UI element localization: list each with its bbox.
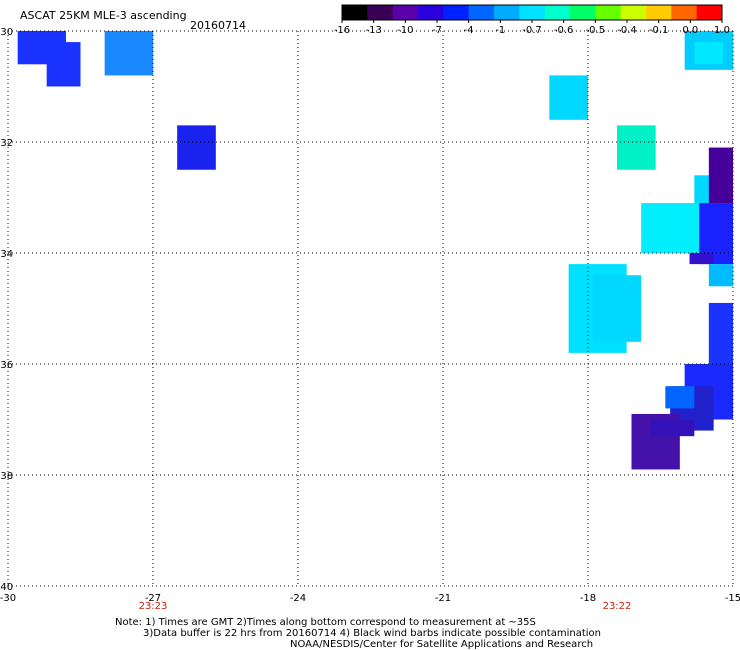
color-scale-label: -0.7 — [522, 25, 542, 36]
color-scale-swatch — [494, 5, 520, 20]
color-scale-label: -7 — [432, 25, 442, 36]
latitude-tick-label: -40 — [0, 582, 13, 593]
wind-cell — [177, 125, 216, 170]
color-scale-swatch — [570, 5, 596, 20]
wind-cell — [650, 419, 695, 437]
color-scale-swatch — [696, 5, 723, 20]
color-scale-label: -0.5 — [586, 25, 606, 36]
color-scale-bar: -16 -13 -10 -7 -4 -1 -0.7 -0.6 -0.5 -0.4 -0.1 0.0 1.… — [334, 4, 730, 36]
wind-cell — [708, 147, 733, 204]
longitude-tick-label: -18 — [580, 593, 596, 604]
wind-cell — [104, 31, 153, 76]
wind-cell — [592, 275, 642, 342]
pass-time-label: 23:22 — [603, 601, 632, 612]
color-scale-swatch — [595, 5, 622, 20]
wind-cell — [549, 75, 588, 120]
longitude-tick-label: -30 — [0, 593, 16, 604]
color-scale-swatch — [671, 5, 698, 20]
latitude-labels: -30 -32 -34 -36 -38 -40 — [0, 27, 13, 593]
color-scale-swatch — [646, 5, 672, 20]
color-scale-swatches — [342, 5, 723, 20]
note-line-1: Note: 1) Times are GMT 2)Times along bot… — [115, 617, 536, 628]
wind-cell — [694, 42, 724, 65]
color-scale-swatch — [342, 5, 368, 20]
note-line-2: 3)Data buffer is 22 hrs from 20160714 4)… — [143, 628, 601, 639]
longitude-tick-label: -27 — [145, 593, 161, 604]
color-scale-label: -0.6 — [554, 25, 574, 36]
color-scale-swatch — [620, 5, 647, 20]
color-scale-label: -10 — [397, 25, 413, 36]
longitude-tick-label: -24 — [290, 593, 306, 604]
graticule — [7, 30, 734, 587]
color-scale-swatch — [544, 5, 571, 20]
pass-time-label: 23:23 — [139, 601, 168, 612]
color-scale-label: -1 — [495, 25, 505, 36]
wind-cell — [46, 42, 81, 87]
latitude-tick-label: -32 — [0, 138, 13, 149]
latitude-tick-label: -30 — [0, 27, 13, 38]
color-scale-label: 0.0 — [682, 25, 698, 36]
color-scale-swatch — [443, 5, 470, 20]
color-scale-labels: -16 -13 -10 -7 -4 -1 -0.7 -0.6 -0.5 -0.4 -0.1 0.0 1.… — [334, 20, 730, 36]
wind-cell — [708, 302, 733, 364]
color-scale-label: -0.4 — [617, 25, 637, 36]
latitude-tick-label: -36 — [0, 360, 13, 371]
latitude-tick-label: -38 — [0, 471, 13, 482]
wind-cell — [617, 125, 656, 170]
wind-cell — [665, 386, 695, 409]
color-scale-swatch — [392, 5, 419, 20]
latitude-tick-label: -34 — [0, 249, 13, 260]
color-scale-label: -13 — [365, 25, 381, 36]
wind-cell — [708, 264, 733, 287]
longitude-tick-label: -21 — [435, 593, 451, 604]
note-line-3: NOAA/NESDIS/Center for Satellite Applica… — [290, 639, 594, 650]
wind-cell — [689, 253, 714, 265]
longitude-tick-label: -15 — [725, 593, 740, 604]
wind-cells-layer — [17, 31, 733, 470]
color-scale-swatch — [418, 5, 444, 20]
color-scale-swatch — [468, 5, 495, 20]
color-scale-label: -16 — [334, 25, 350, 36]
color-scale-label: -4 — [464, 25, 474, 36]
pass-time-labels: 23:23 23:22 — [139, 601, 632, 612]
product-date: 20160714 — [190, 19, 246, 32]
color-scale-swatch — [367, 5, 394, 20]
product-title: ASCAT 25KM MLE-3 ascending — [20, 9, 187, 22]
color-scale-label: 1.0 — [714, 25, 730, 36]
color-scale-label: -0.1 — [649, 25, 669, 36]
color-scale-swatch — [519, 5, 546, 20]
longitude-labels: -30 -27 -24 -21 -18 -15 — [0, 593, 740, 604]
